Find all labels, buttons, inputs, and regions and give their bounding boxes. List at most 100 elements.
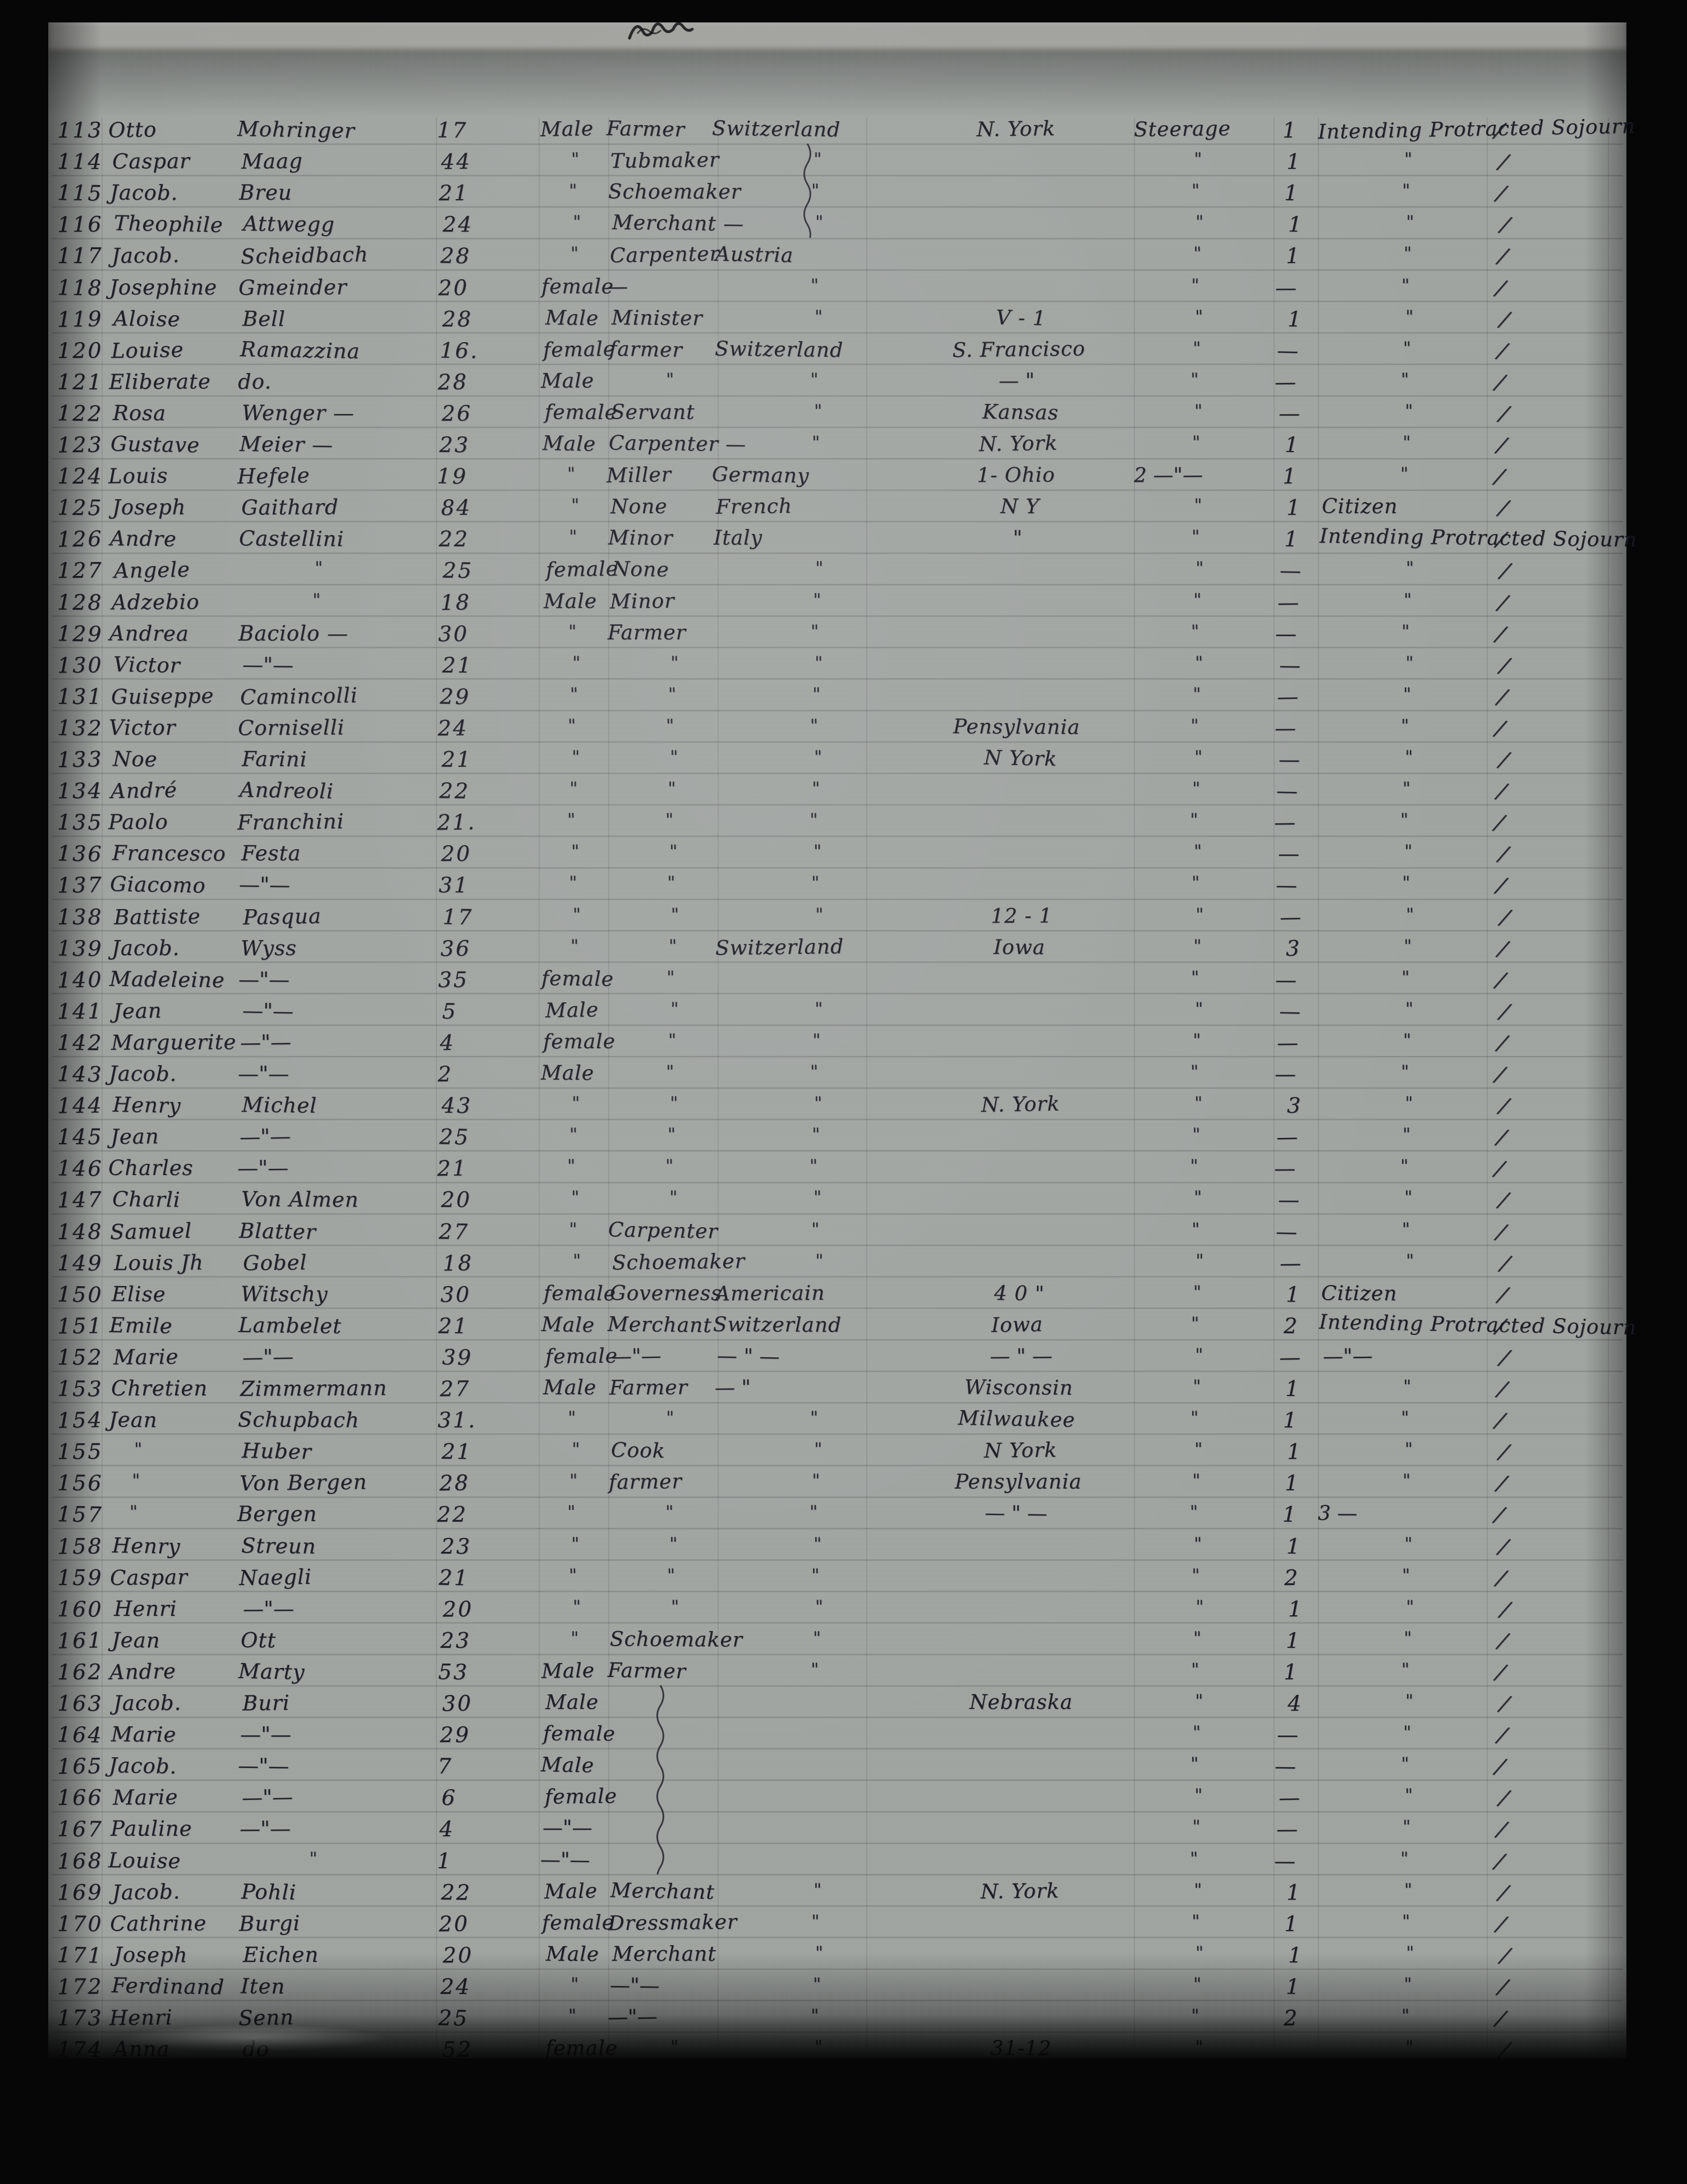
col-surname: Festa: [241, 841, 301, 866]
col-class: ": [1192, 1125, 1201, 1145]
col-surname: Von Almen: [241, 1187, 359, 1213]
col-remarks: 3 —: [1317, 1502, 1358, 1526]
col-remarks: ": [1404, 1533, 1413, 1554]
col-country: ": [813, 747, 823, 768]
col-country: ": [809, 810, 819, 831]
col-surname: Streun: [241, 1533, 316, 1559]
col-occupation: Carpenter: [608, 1218, 719, 1243]
col-remarks: ": [1400, 1848, 1409, 1869]
col-count: —: [1276, 338, 1299, 363]
col-sex: Male: [544, 1879, 598, 1904]
col-class: ": [1193, 841, 1203, 862]
col-count: 2: [1283, 2005, 1299, 2031]
col-given-name: Joseph: [113, 1942, 188, 1968]
col-count: —: [1275, 1219, 1298, 1244]
tick-mark-icon: /: [1495, 1722, 1510, 1749]
col-sex: female: [541, 966, 614, 991]
col-country: ": [814, 306, 824, 327]
manifest-row: 123 Gustave Meier — 23 Male Carpenter — " N. Yo…: [48, 432, 1626, 464]
manifest-row: 121 Eliberate do. 28 Male " " — " " — " /: [48, 369, 1626, 401]
col-sex: ": [569, 1125, 578, 1145]
manifest-row: 167 Pauline —"— 4 —"— " — " /: [48, 1816, 1626, 1848]
col-given-name: Chretien: [111, 1376, 208, 1400]
col-age: 22: [436, 1502, 468, 1527]
col-remarks: ": [1406, 1596, 1415, 1617]
col-row-number: 145: [57, 1125, 103, 1150]
col-count: —: [1276, 684, 1299, 709]
col-row-number: 146: [57, 1155, 103, 1181]
col-given-name: Marie: [111, 1722, 177, 1747]
col-occupation: ": [668, 684, 677, 704]
manifest-row: 147 Charli Von Almen 20 " " " " — " /: [48, 1187, 1626, 1219]
col-row-number: 137: [57, 872, 103, 898]
col-given-name: Gustave: [110, 431, 200, 458]
col-destination: Kansas: [982, 400, 1059, 425]
col-class: ": [1191, 1659, 1200, 1680]
col-occupation: Farmer: [608, 621, 686, 644]
col-sex: Male: [541, 1659, 595, 1683]
col-occupation: Carpenter: [609, 242, 720, 268]
manifest-row: 154 Jean Schupbach 31. " " " Milwaukee " 1 " /: [48, 1407, 1626, 1439]
col-destination: N. York: [978, 431, 1058, 457]
col-age: 31: [438, 873, 470, 898]
tick-mark-icon: /: [1497, 1690, 1512, 1718]
manifest-row: 114 Caspar Maag 44 " Tubmaker " " 1 " /: [48, 149, 1626, 181]
col-row-number: 126: [57, 526, 103, 552]
col-given-name: Jean: [110, 1124, 159, 1149]
col-row-number: 138: [57, 904, 103, 929]
col-occupation: Farmer: [609, 1376, 688, 1400]
col-age: 28: [437, 369, 468, 395]
col-given-name: ": [131, 1471, 141, 1491]
manifest-row: 118 Josephine Gmeinder 20 female — " " — " /: [48, 274, 1626, 307]
manifest-row: 128 Adzebio " 18 Male Minor " " — " /: [48, 589, 1626, 621]
col-country: ": [812, 1030, 821, 1051]
col-given-name: Jean: [111, 1628, 160, 1653]
col-surname: Camincolli: [240, 683, 358, 709]
col-country: ": [815, 1250, 824, 1271]
manifest-row: 165 Jacob. —"— 7 Male " — " /: [48, 1753, 1626, 1785]
col-remarks: ": [1400, 1408, 1410, 1429]
col-age: 29: [439, 684, 471, 709]
manifest-row: 120 Louise Ramazzina 16. female farmer Switzer…: [48, 337, 1626, 370]
col-given-name: Jacob.: [111, 243, 180, 269]
col-age: 23: [440, 1533, 472, 1559]
col-country: ": [812, 684, 821, 704]
col-count: —: [1278, 841, 1299, 867]
col-class: ": [1193, 936, 1202, 956]
col-age: 35: [438, 967, 469, 992]
col-remarks: ": [1400, 1061, 1410, 1082]
col-destination: 12 - 1: [990, 904, 1052, 928]
col-occupation: ": [666, 1565, 676, 1586]
col-class: ": [1194, 2036, 1204, 2058]
col-remarks: ": [1401, 1219, 1411, 1240]
col-class: ": [1195, 1596, 1205, 1617]
manifest-row: 119 Aloise Bell 28 Male Minister " V - 1 " 1 " /: [48, 306, 1626, 338]
col-surname: —"—: [241, 1785, 293, 1810]
col-sex: Male: [545, 998, 599, 1022]
col-occupation: Dressmaker: [608, 1910, 738, 1936]
col-remarks: ": [1403, 1817, 1412, 1837]
col-sex: ": [568, 873, 578, 893]
col-remarks: ": [1405, 306, 1414, 327]
col-count: —: [1279, 400, 1300, 426]
manifest-row: 166 Marie —"— 6 female " — " /: [48, 1785, 1626, 1817]
col-count: —: [1274, 1156, 1296, 1181]
col-remarks: ": [1400, 810, 1409, 831]
col-row-number: 153: [57, 1376, 103, 1402]
col-sex: Male: [541, 1312, 595, 1337]
manifest-row: 132 Victor Corniselli 24 " " " Pensylvania " — " /: [48, 715, 1626, 747]
col-given-name: Jacob.: [112, 936, 180, 960]
col-remarks: ": [1401, 2005, 1410, 2026]
col-class: ": [1192, 1817, 1201, 1837]
col-surname: Castellini: [238, 526, 344, 551]
col-count: 1: [1286, 495, 1302, 520]
col-country: ": [812, 1628, 822, 1648]
col-destination: 31-12: [990, 2036, 1052, 2061]
col-occupation: ": [666, 1062, 675, 1082]
col-given-name: Angele: [113, 557, 191, 583]
col-class: ": [1193, 1282, 1202, 1302]
col-surname: Corniselli: [237, 715, 345, 740]
col-given-name: Charles: [108, 1156, 194, 1181]
col-surname: Bell: [242, 306, 286, 331]
col-class: ": [1189, 1156, 1199, 1177]
